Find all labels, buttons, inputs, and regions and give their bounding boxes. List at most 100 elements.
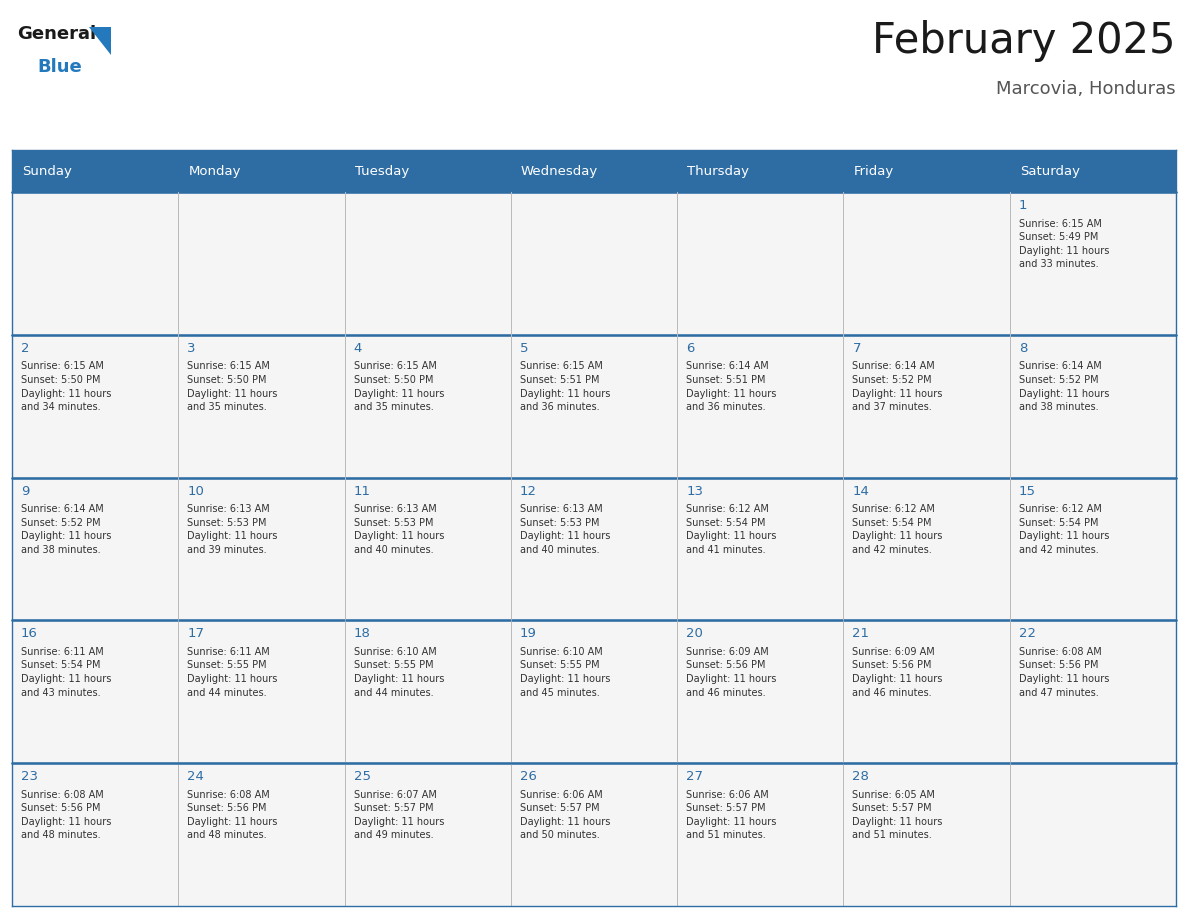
Bar — [345, 621, 511, 763]
Text: Sunrise: 6:12 AM
Sunset: 5:54 PM
Daylight: 11 hours
and 41 minutes.: Sunrise: 6:12 AM Sunset: 5:54 PM Dayligh… — [687, 504, 777, 554]
Bar — [677, 763, 843, 906]
Text: Monday: Monday — [188, 164, 241, 177]
Text: Sunrise: 6:08 AM
Sunset: 5:56 PM
Daylight: 11 hours
and 47 minutes.: Sunrise: 6:08 AM Sunset: 5:56 PM Dayligh… — [1019, 647, 1110, 698]
Bar — [345, 335, 511, 477]
Text: 11: 11 — [354, 485, 371, 498]
Text: Sunrise: 6:10 AM
Sunset: 5:55 PM
Daylight: 11 hours
and 45 minutes.: Sunrise: 6:10 AM Sunset: 5:55 PM Dayligh… — [520, 647, 611, 698]
Text: Wednesday: Wednesday — [520, 164, 598, 177]
Text: Saturday: Saturday — [1019, 164, 1080, 177]
Text: Sunrise: 6:13 AM
Sunset: 5:53 PM
Daylight: 11 hours
and 40 minutes.: Sunrise: 6:13 AM Sunset: 5:53 PM Dayligh… — [354, 504, 444, 554]
Bar — [677, 335, 843, 477]
Bar — [178, 192, 345, 335]
Text: Sunrise: 6:09 AM
Sunset: 5:56 PM
Daylight: 11 hours
and 46 minutes.: Sunrise: 6:09 AM Sunset: 5:56 PM Dayligh… — [687, 647, 777, 698]
Text: 14: 14 — [853, 485, 870, 498]
Text: 19: 19 — [520, 627, 537, 641]
Text: Marcovia, Honduras: Marcovia, Honduras — [997, 80, 1176, 98]
Bar — [511, 192, 677, 335]
Text: Sunrise: 6:09 AM
Sunset: 5:56 PM
Daylight: 11 hours
and 46 minutes.: Sunrise: 6:09 AM Sunset: 5:56 PM Dayligh… — [853, 647, 943, 698]
Text: 22: 22 — [1019, 627, 1036, 641]
Bar — [178, 335, 345, 477]
Text: Sunrise: 6:15 AM
Sunset: 5:50 PM
Daylight: 11 hours
and 35 minutes.: Sunrise: 6:15 AM Sunset: 5:50 PM Dayligh… — [188, 362, 278, 412]
Bar — [178, 763, 345, 906]
Bar — [12, 335, 178, 477]
Text: 6: 6 — [687, 341, 695, 354]
Bar — [511, 477, 677, 621]
Text: Sunrise: 6:08 AM
Sunset: 5:56 PM
Daylight: 11 hours
and 48 minutes.: Sunrise: 6:08 AM Sunset: 5:56 PM Dayligh… — [21, 789, 112, 841]
Bar — [1010, 192, 1176, 335]
Text: Friday: Friday — [853, 164, 893, 177]
Bar — [1010, 763, 1176, 906]
Text: 8: 8 — [1019, 341, 1028, 354]
Text: Sunrise: 6:08 AM
Sunset: 5:56 PM
Daylight: 11 hours
and 48 minutes.: Sunrise: 6:08 AM Sunset: 5:56 PM Dayligh… — [188, 789, 278, 841]
Text: 1: 1 — [1019, 199, 1028, 212]
Bar — [12, 150, 1176, 192]
Text: 3: 3 — [188, 341, 196, 354]
Text: Sunrise: 6:11 AM
Sunset: 5:54 PM
Daylight: 11 hours
and 43 minutes.: Sunrise: 6:11 AM Sunset: 5:54 PM Dayligh… — [21, 647, 112, 698]
Text: Sunday: Sunday — [23, 164, 72, 177]
Bar — [677, 192, 843, 335]
Text: 25: 25 — [354, 770, 371, 783]
Text: 2: 2 — [21, 341, 30, 354]
Text: 12: 12 — [520, 485, 537, 498]
Text: 9: 9 — [21, 485, 30, 498]
Text: Thursday: Thursday — [687, 164, 750, 177]
Bar — [511, 335, 677, 477]
Text: 17: 17 — [188, 627, 204, 641]
Text: 18: 18 — [354, 627, 371, 641]
Text: 7: 7 — [853, 341, 861, 354]
Text: Sunrise: 6:14 AM
Sunset: 5:52 PM
Daylight: 11 hours
and 37 minutes.: Sunrise: 6:14 AM Sunset: 5:52 PM Dayligh… — [853, 362, 943, 412]
Text: 4: 4 — [354, 341, 362, 354]
Text: Sunrise: 6:10 AM
Sunset: 5:55 PM
Daylight: 11 hours
and 44 minutes.: Sunrise: 6:10 AM Sunset: 5:55 PM Dayligh… — [354, 647, 444, 698]
Bar — [345, 763, 511, 906]
Bar — [12, 192, 178, 335]
Text: 10: 10 — [188, 485, 204, 498]
Text: 13: 13 — [687, 485, 703, 498]
Bar — [1010, 335, 1176, 477]
Text: Blue: Blue — [37, 58, 82, 76]
Polygon shape — [89, 27, 110, 55]
Bar — [178, 477, 345, 621]
Text: Sunrise: 6:13 AM
Sunset: 5:53 PM
Daylight: 11 hours
and 40 minutes.: Sunrise: 6:13 AM Sunset: 5:53 PM Dayligh… — [520, 504, 611, 554]
Bar — [12, 621, 178, 763]
Text: Sunrise: 6:15 AM
Sunset: 5:51 PM
Daylight: 11 hours
and 36 minutes.: Sunrise: 6:15 AM Sunset: 5:51 PM Dayligh… — [520, 362, 611, 412]
Text: 5: 5 — [520, 341, 529, 354]
Text: Sunrise: 6:12 AM
Sunset: 5:54 PM
Daylight: 11 hours
and 42 minutes.: Sunrise: 6:12 AM Sunset: 5:54 PM Dayligh… — [853, 504, 943, 554]
Text: Sunrise: 6:14 AM
Sunset: 5:52 PM
Daylight: 11 hours
and 38 minutes.: Sunrise: 6:14 AM Sunset: 5:52 PM Dayligh… — [21, 504, 112, 554]
Bar — [12, 763, 178, 906]
Text: February 2025: February 2025 — [872, 20, 1176, 62]
Text: 16: 16 — [21, 627, 38, 641]
Text: 15: 15 — [1019, 485, 1036, 498]
Bar — [178, 621, 345, 763]
Text: Sunrise: 6:06 AM
Sunset: 5:57 PM
Daylight: 11 hours
and 51 minutes.: Sunrise: 6:06 AM Sunset: 5:57 PM Dayligh… — [687, 789, 777, 841]
Text: Sunrise: 6:15 AM
Sunset: 5:50 PM
Daylight: 11 hours
and 34 minutes.: Sunrise: 6:15 AM Sunset: 5:50 PM Dayligh… — [21, 362, 112, 412]
Text: 28: 28 — [853, 770, 870, 783]
Bar — [843, 335, 1010, 477]
Bar — [677, 621, 843, 763]
Text: Sunrise: 6:13 AM
Sunset: 5:53 PM
Daylight: 11 hours
and 39 minutes.: Sunrise: 6:13 AM Sunset: 5:53 PM Dayligh… — [188, 504, 278, 554]
Text: Tuesday: Tuesday — [354, 164, 409, 177]
Text: 23: 23 — [21, 770, 38, 783]
Bar — [345, 477, 511, 621]
Bar — [677, 477, 843, 621]
Text: 26: 26 — [520, 770, 537, 783]
Bar — [12, 477, 178, 621]
Text: Sunrise: 6:06 AM
Sunset: 5:57 PM
Daylight: 11 hours
and 50 minutes.: Sunrise: 6:06 AM Sunset: 5:57 PM Dayligh… — [520, 789, 611, 841]
Text: 20: 20 — [687, 627, 703, 641]
Text: Sunrise: 6:12 AM
Sunset: 5:54 PM
Daylight: 11 hours
and 42 minutes.: Sunrise: 6:12 AM Sunset: 5:54 PM Dayligh… — [1019, 504, 1110, 554]
Text: 27: 27 — [687, 770, 703, 783]
Text: Sunrise: 6:14 AM
Sunset: 5:51 PM
Daylight: 11 hours
and 36 minutes.: Sunrise: 6:14 AM Sunset: 5:51 PM Dayligh… — [687, 362, 777, 412]
Text: Sunrise: 6:15 AM
Sunset: 5:49 PM
Daylight: 11 hours
and 33 minutes.: Sunrise: 6:15 AM Sunset: 5:49 PM Dayligh… — [1019, 218, 1110, 269]
Bar — [843, 192, 1010, 335]
Text: Sunrise: 6:14 AM
Sunset: 5:52 PM
Daylight: 11 hours
and 38 minutes.: Sunrise: 6:14 AM Sunset: 5:52 PM Dayligh… — [1019, 362, 1110, 412]
Bar — [843, 763, 1010, 906]
Bar — [511, 621, 677, 763]
Text: 24: 24 — [188, 770, 204, 783]
Text: Sunrise: 6:15 AM
Sunset: 5:50 PM
Daylight: 11 hours
and 35 minutes.: Sunrise: 6:15 AM Sunset: 5:50 PM Dayligh… — [354, 362, 444, 412]
Bar — [843, 621, 1010, 763]
Bar — [1010, 621, 1176, 763]
Text: Sunrise: 6:11 AM
Sunset: 5:55 PM
Daylight: 11 hours
and 44 minutes.: Sunrise: 6:11 AM Sunset: 5:55 PM Dayligh… — [188, 647, 278, 698]
Text: 21: 21 — [853, 627, 870, 641]
Bar — [843, 477, 1010, 621]
Bar — [511, 763, 677, 906]
Bar — [345, 192, 511, 335]
